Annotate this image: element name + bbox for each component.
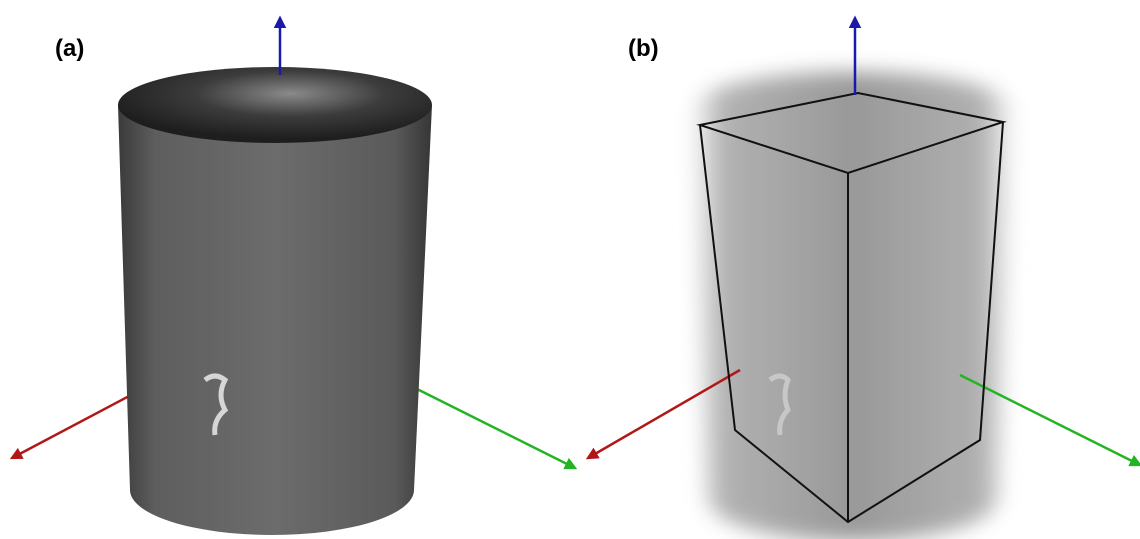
panel-a: (a) [9, 15, 578, 535]
y-axis [404, 381, 578, 470]
cylinder-top [118, 67, 432, 143]
bounding-box [696, 91, 1007, 524]
inclusion [203, 373, 229, 436]
x-axis [585, 368, 741, 460]
inclusion [768, 373, 791, 436]
panel-label: (b) [628, 35, 659, 62]
panel-b: (b) [585, 15, 1140, 539]
cylinder-body [118, 105, 432, 535]
x-axis [9, 383, 151, 460]
y-axis [959, 373, 1140, 467]
panel-label: (a) [55, 35, 84, 62]
cylinder-volume [690, 71, 1015, 539]
